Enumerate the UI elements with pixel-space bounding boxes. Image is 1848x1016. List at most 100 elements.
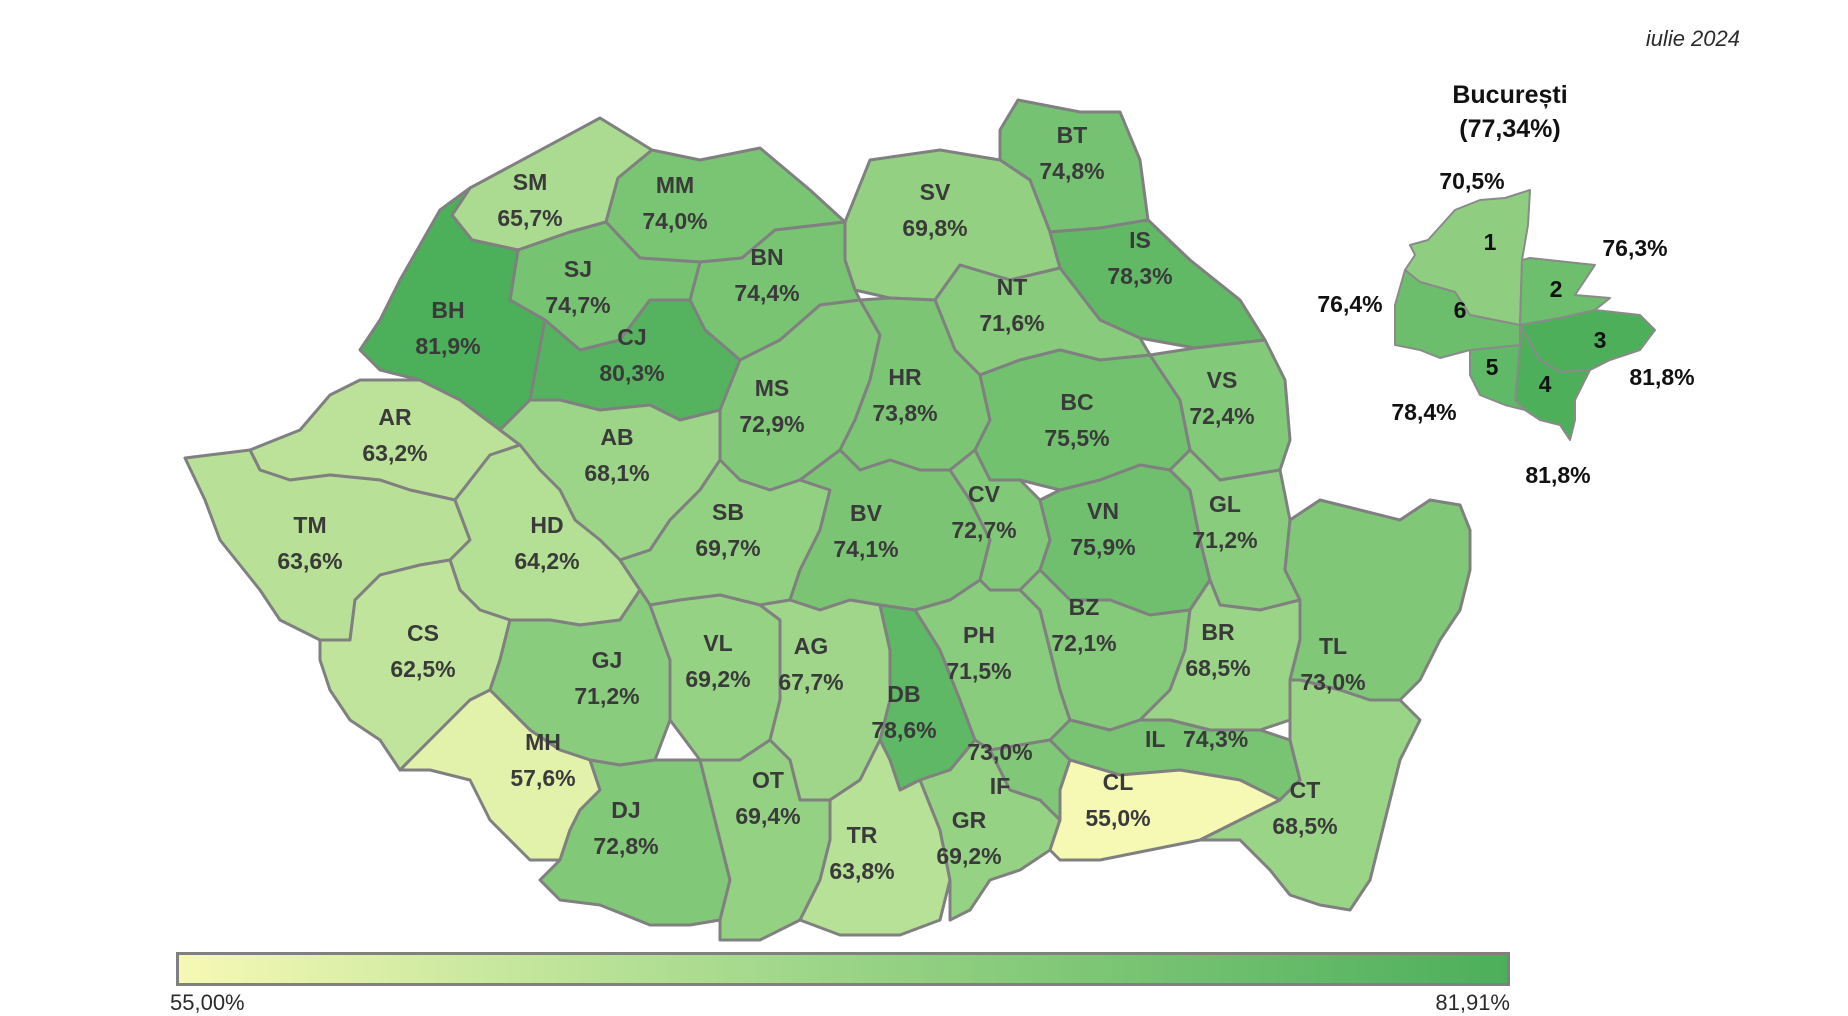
sector-number-6: 6 bbox=[1454, 297, 1467, 323]
county-label-ct: CT bbox=[1290, 777, 1321, 803]
county-label-bn: BN bbox=[750, 244, 783, 270]
county-value-sb: 69,7% bbox=[695, 535, 760, 561]
county-label-hr: HR bbox=[888, 364, 922, 390]
sector-number-5: 5 bbox=[1486, 354, 1499, 380]
county-value-is: 78,3% bbox=[1107, 263, 1172, 289]
county-value-if: 73,0% bbox=[967, 739, 1032, 765]
county-value-il: 74,3% bbox=[1183, 726, 1248, 752]
county-value-bz: 72,1% bbox=[1051, 630, 1116, 656]
county-label-bh: BH bbox=[431, 297, 464, 323]
bucharest-inset: București (77,34%) 1 70,5% 2 76,3% 3 81,8% 4 81… bbox=[1317, 81, 1694, 488]
county-value-mm: 74,0% bbox=[642, 208, 707, 234]
legend-max-label: 81,91% bbox=[1435, 990, 1510, 1015]
county-label-cv: CV bbox=[968, 481, 1001, 507]
county-value-sm: 65,7% bbox=[497, 205, 562, 231]
county-label-sv: SV bbox=[920, 179, 951, 205]
county-value-br: 68,5% bbox=[1185, 655, 1250, 681]
county-label-bt: BT bbox=[1057, 122, 1088, 148]
county-label-vn: VN bbox=[1087, 498, 1119, 524]
county-label-nt: NT bbox=[997, 274, 1028, 300]
county-value-bc: 75,5% bbox=[1044, 425, 1109, 451]
county-label-hd: HD bbox=[530, 512, 563, 538]
county-value-ab: 68,1% bbox=[584, 460, 649, 486]
county-value-db: 78,6% bbox=[871, 717, 936, 743]
county-value-tm: 63,6% bbox=[277, 548, 342, 574]
county-label-br: BR bbox=[1201, 619, 1235, 645]
sector-value-4: 81,8% bbox=[1525, 462, 1590, 488]
sector-5[interactable] bbox=[1469, 344, 1526, 411]
county-label-mh: MH bbox=[525, 729, 561, 755]
county-value-tr: 63,8% bbox=[829, 858, 894, 884]
county-shapes bbox=[183, 98, 1472, 942]
county-label-gr: GR bbox=[952, 807, 987, 833]
county-value-tl: 73,0% bbox=[1300, 669, 1365, 695]
county-value-gl: 71,2% bbox=[1192, 527, 1257, 553]
sector-number-1: 1 bbox=[1484, 229, 1497, 255]
county-labels: SM 65,7% MM 74,0% BT 74,8% SV 69,8% IS 78,3% BN 74,… bbox=[277, 122, 1365, 884]
county-label-sb: SB bbox=[712, 499, 744, 525]
county-label-bv: BV bbox=[850, 500, 883, 526]
sector-6[interactable] bbox=[1394, 269, 1521, 359]
sector-value-1: 70,5% bbox=[1439, 168, 1504, 194]
county-value-cv: 72,7% bbox=[951, 517, 1016, 543]
county-value-nt: 71,6% bbox=[979, 310, 1044, 336]
county-label-cj: CJ bbox=[617, 324, 646, 350]
sector-number-3: 3 bbox=[1594, 327, 1607, 353]
county-value-bt: 74,8% bbox=[1039, 158, 1104, 184]
county-value-ph: 71,5% bbox=[946, 658, 1011, 684]
sector-number-4: 4 bbox=[1539, 371, 1552, 397]
county-dj[interactable] bbox=[538, 758, 732, 927]
county-value-sv: 69,8% bbox=[902, 215, 967, 241]
county-label-gl: GL bbox=[1209, 491, 1241, 517]
county-label-sj: SJ bbox=[564, 256, 592, 282]
sector-number-2: 2 bbox=[1550, 276, 1563, 302]
county-value-bn: 74,4% bbox=[734, 280, 799, 306]
county-value-vn: 75,9% bbox=[1070, 534, 1135, 560]
county-value-hr: 73,8% bbox=[872, 400, 937, 426]
county-value-gr: 69,2% bbox=[936, 843, 1001, 869]
bucharest-total: (77,34%) bbox=[1459, 115, 1560, 143]
romania-county-map: SM 65,7% MM 74,0% BT 74,8% SV 69,8% IS 78,3% BN 74,… bbox=[183, 81, 1695, 942]
county-label-sm: SM bbox=[513, 169, 548, 195]
county-label-ab: AB bbox=[600, 424, 633, 450]
county-value-bv: 74,1% bbox=[833, 536, 898, 562]
county-value-ot: 69,4% bbox=[735, 803, 800, 829]
county-label-dj: DJ bbox=[611, 797, 640, 823]
county-label-bc: BC bbox=[1060, 389, 1093, 415]
legend-min-label: 55,00% bbox=[170, 990, 245, 1015]
county-label-ot: OT bbox=[752, 767, 784, 793]
bucharest-labels: 1 70,5% 2 76,3% 3 81,8% 4 81,8% 5 78,4% 6 76,4% bbox=[1317, 168, 1694, 488]
county-value-vl: 69,2% bbox=[685, 666, 750, 692]
county-value-mh: 57,6% bbox=[510, 765, 575, 791]
county-value-gj: 71,2% bbox=[574, 683, 639, 709]
county-label-ar: AR bbox=[378, 404, 412, 430]
county-label-tr: TR bbox=[847, 822, 878, 848]
county-value-ar: 63,2% bbox=[362, 440, 427, 466]
county-value-cs: 62,5% bbox=[390, 656, 455, 682]
county-value-cj: 80,3% bbox=[599, 360, 664, 386]
county-value-dj: 72,8% bbox=[593, 833, 658, 859]
county-label-vs: VS bbox=[1207, 367, 1238, 393]
county-value-hd: 64,2% bbox=[514, 548, 579, 574]
county-label-cl: CL bbox=[1103, 769, 1134, 795]
sector-value-2: 76,3% bbox=[1602, 235, 1667, 261]
county-label-il: IL bbox=[1145, 726, 1165, 752]
county-value-cl: 55,0% bbox=[1085, 805, 1150, 831]
county-label-if: IF bbox=[990, 773, 1010, 799]
county-label-tl: TL bbox=[1319, 633, 1347, 659]
county-ct[interactable] bbox=[1198, 678, 1422, 912]
county-value-bh: 81,9% bbox=[415, 333, 480, 359]
county-label-ag: AG bbox=[794, 633, 829, 659]
county-label-gj: GJ bbox=[592, 647, 623, 673]
county-value-ag: 67,7% bbox=[778, 669, 843, 695]
sector-value-5: 78,4% bbox=[1391, 399, 1456, 425]
county-label-db: DB bbox=[887, 681, 920, 707]
sector-value-6: 76,4% bbox=[1317, 291, 1382, 317]
county-label-mm: MM bbox=[656, 172, 694, 198]
sector-value-3: 81,8% bbox=[1629, 364, 1694, 390]
county-value-sj: 74,7% bbox=[545, 292, 610, 318]
county-label-bz: BZ bbox=[1069, 594, 1100, 620]
bucharest-title: București bbox=[1452, 81, 1567, 109]
county-value-ms: 72,9% bbox=[739, 411, 804, 437]
county-value-vs: 72,4% bbox=[1189, 403, 1254, 429]
